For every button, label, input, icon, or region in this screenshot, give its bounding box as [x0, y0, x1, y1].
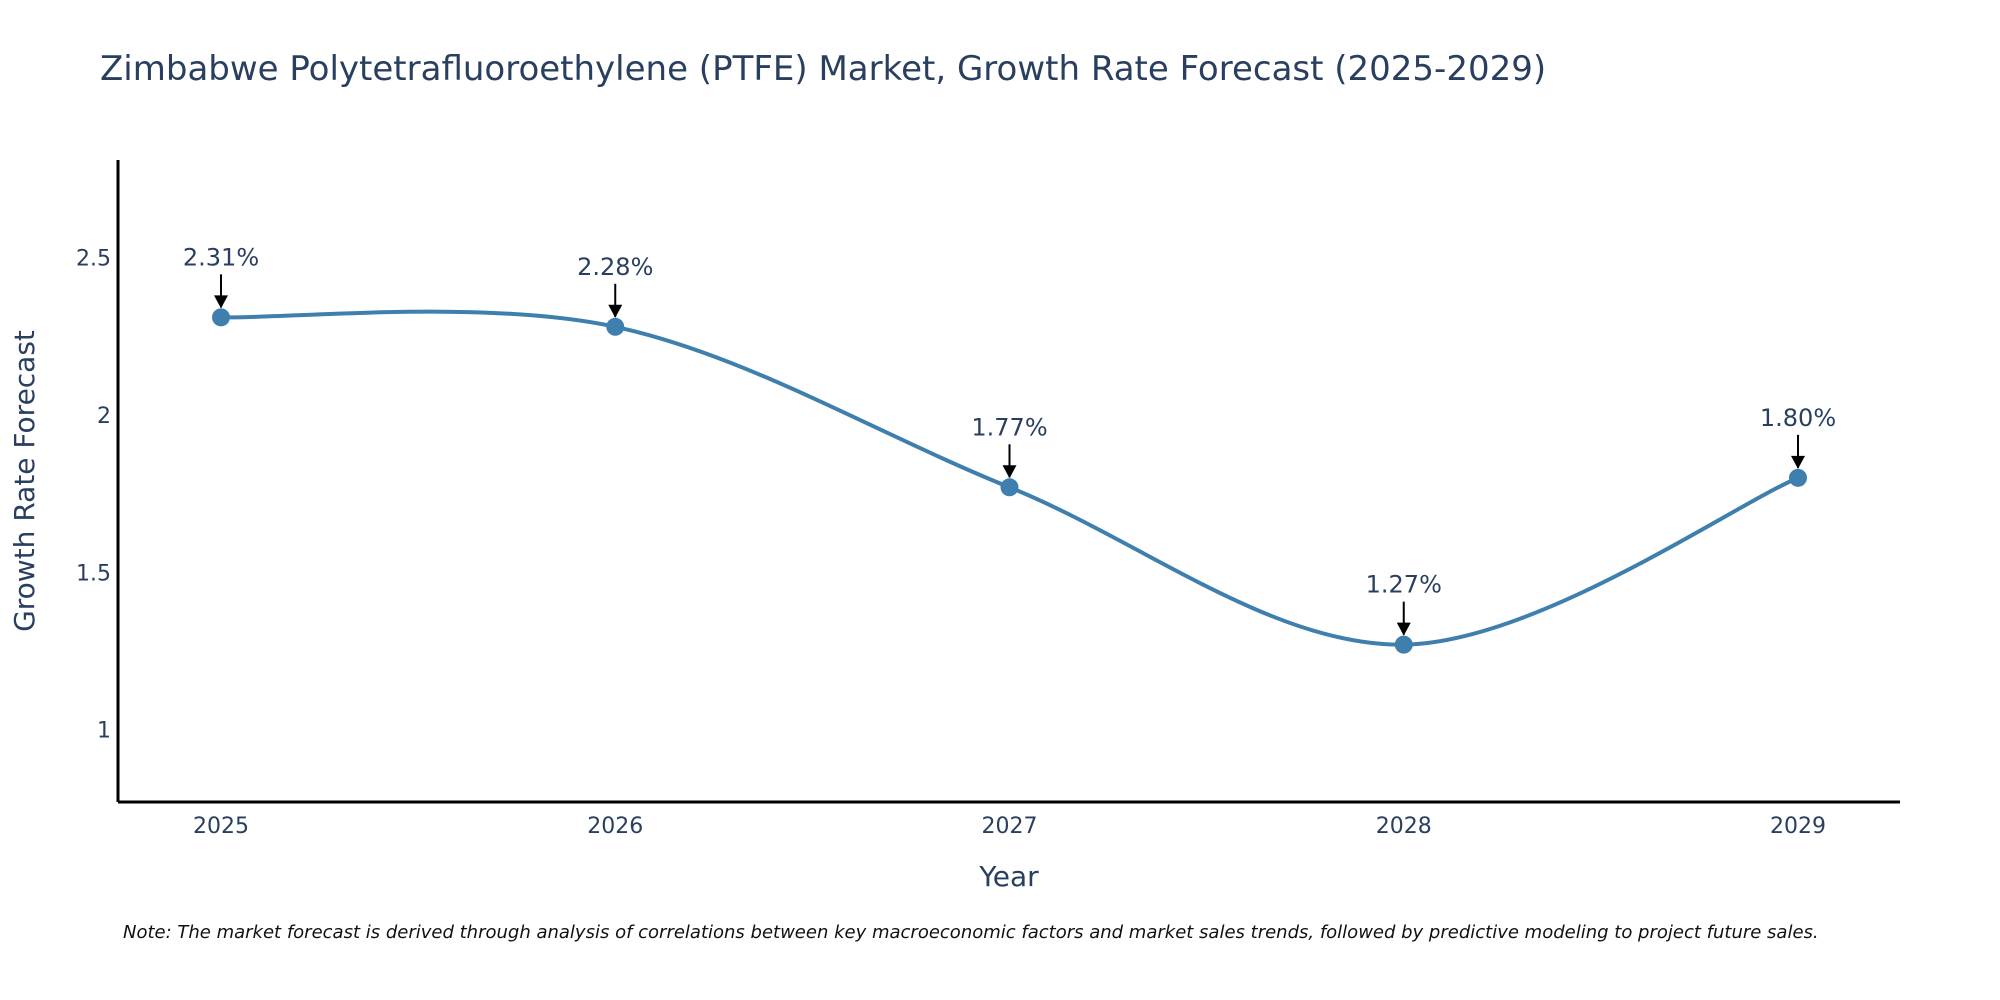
data-point — [1394, 635, 1413, 654]
annotation-arrowhead — [1791, 455, 1805, 469]
x-tick-label: 2025 — [193, 814, 249, 839]
data-point — [1000, 478, 1019, 497]
y-axis-title: Growth Rate Forecast — [8, 330, 41, 632]
data-point — [1789, 468, 1807, 487]
y-tick-label: 1 — [97, 719, 111, 744]
data-markers — [212, 308, 1807, 654]
annotation-arrowhead — [1396, 622, 1411, 636]
data-label: 1.27% — [1366, 571, 1442, 599]
chart-title: Zimbabwe Polytetrafluoroethylene (PTFE) … — [100, 49, 1546, 89]
annotation-arrowhead — [608, 304, 623, 318]
x-tick-label: 2029 — [1770, 814, 1826, 839]
y-axis-ticks: 1 1.5 2 2.5 — [76, 247, 111, 744]
y-tick-label: 2 — [97, 404, 111, 429]
x-axis-ticks: 2025 2026 2027 2028 2029 — [193, 814, 1826, 839]
data-label: 1.80% — [1760, 404, 1836, 432]
data-label: 2.28% — [577, 253, 653, 281]
annotation-arrowhead — [1002, 465, 1017, 479]
x-axis-title: Year — [978, 860, 1039, 893]
y-tick-label: 2.5 — [76, 247, 111, 272]
data-point — [212, 308, 230, 327]
series-line — [220, 309, 1799, 647]
data-label: 1.77% — [971, 413, 1047, 441]
data-point — [606, 317, 625, 336]
x-tick-label: 2026 — [587, 814, 643, 839]
x-tick-label: 2028 — [1376, 814, 1432, 839]
data-annotations: 2.31% 2.28% 1.77% 1.27% 1.80% — [183, 243, 1836, 636]
data-label: 2.31% — [183, 243, 259, 271]
x-tick-label: 2027 — [982, 814, 1038, 839]
footnote: Note: The market forecast is derived thr… — [123, 922, 1819, 943]
annotation-arrowhead — [214, 295, 228, 309]
y-tick-label: 1.5 — [76, 561, 111, 586]
